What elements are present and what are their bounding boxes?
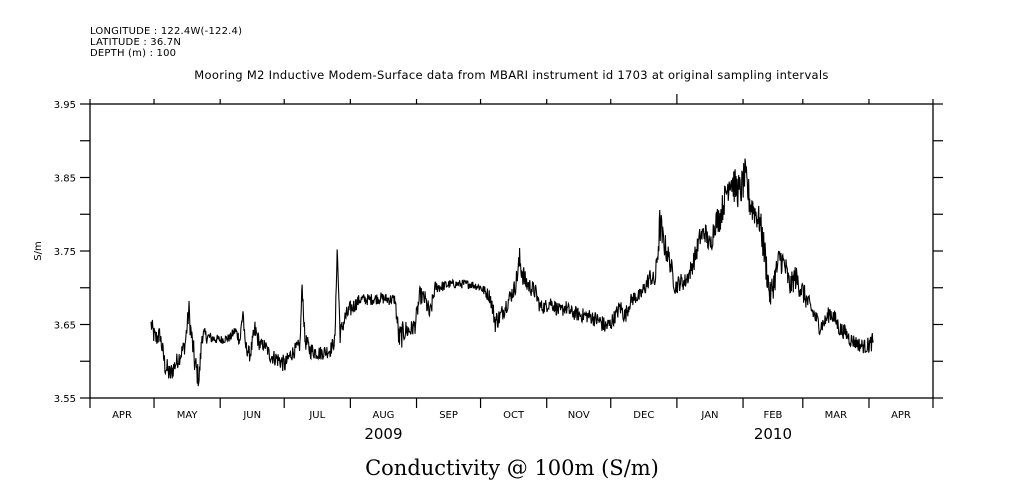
- chart-title: Mooring M2 Inductive Modem-Surface data …: [194, 68, 829, 82]
- y-axis-label: S/m: [33, 241, 44, 260]
- x-month-label: SEP: [439, 410, 458, 421]
- y-tick-label: 3.55: [54, 394, 76, 405]
- data-series: [150, 158, 874, 387]
- tick-labels: 3.55 3.65 3.75 3.85 3.95 APR MAY JUN JUL AUG SEP OC…: [54, 100, 911, 443]
- x-month-label: OCT: [503, 410, 525, 421]
- latitude-label: LATITUDE : 36.7N: [90, 37, 182, 48]
- x-month-label: JUN: [242, 410, 261, 421]
- x-month-label: DEC: [633, 410, 654, 421]
- x-month-label: APR: [112, 410, 132, 421]
- x-axis-label: Conductivity @ 100m (S/m): [365, 456, 659, 480]
- longitude-label: LONGITUDE : 122.4W(-122.4): [90, 26, 243, 37]
- x-month-label: APR: [891, 410, 911, 421]
- y-tick-label: 3.85: [54, 174, 76, 185]
- x-month-label: MAY: [177, 410, 199, 421]
- x-month-label: NOV: [568, 410, 590, 421]
- tick-marks: [80, 94, 943, 408]
- x-year-label: 2010: [754, 425, 792, 443]
- y-tick-label: 3.95: [54, 100, 76, 111]
- x-year-label: 2009: [364, 425, 402, 443]
- x-month-label: MAR: [825, 410, 847, 421]
- y-tick-label: 3.75: [54, 247, 76, 258]
- x-month-label: FEB: [763, 410, 782, 421]
- axes: [89, 103, 934, 399]
- x-month-label: JAN: [700, 410, 718, 421]
- depth-label: DEPTH (m) : 100: [90, 48, 177, 59]
- x-month-label: JUL: [308, 410, 325, 421]
- plot-frame: [89, 103, 934, 399]
- y-tick-label: 3.65: [54, 321, 76, 332]
- x-month-label: AUG: [372, 410, 394, 421]
- conductivity-line: [150, 158, 874, 387]
